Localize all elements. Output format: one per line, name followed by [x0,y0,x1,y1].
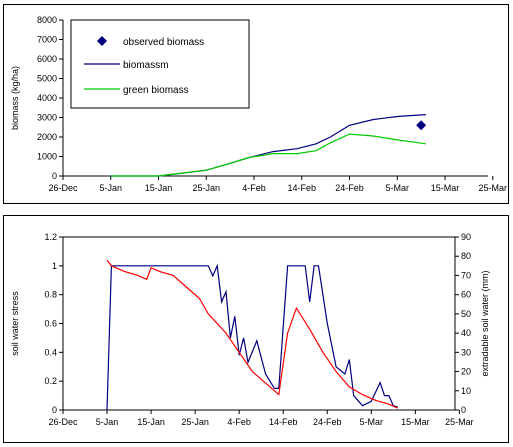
y-right-tick-label: 70 [461,270,471,280]
x-tick-label: 25-Jan [181,417,209,427]
biomassm-line [110,114,426,177]
x-tick-label: 26-Dec [48,183,78,193]
legend-label: observed biomass [123,37,204,48]
x-tick-label: 15-Mar [401,417,430,427]
plot-frame [62,236,456,411]
legend-marker [97,36,107,46]
x-tick-label: 15-Jan [137,417,165,427]
y-tick-label: 0.4 [44,347,57,357]
soil-water-chart-panel: 0 0.2 0.4 0.6 0.8 1 1.2 0 10 20 30 40 50 60 70 80 90 26-D… [3,215,509,443]
observed-biomass-point [416,120,427,131]
x-tick-label: 25-Mar [479,183,508,193]
y-axis-label: biomass (kg/ha) [10,66,20,130]
y-tick-label: 0 [52,405,57,415]
x-tick-label: 14-Feb [269,417,298,427]
x-tick-label: 25-Jan [192,183,220,193]
x-tick-label: 5-Mar [360,417,384,427]
y-tick-label: 0.2 [44,376,57,386]
green-biomass-line [110,133,426,177]
y-tick-label: 8000 [37,15,57,25]
x-tick-label: 24-Feb [335,183,364,193]
x-tick-label: 4-Feb [242,183,266,193]
x-tick-label: 5-Jan [96,417,119,427]
x-tick-label: 14-Feb [287,183,316,193]
y-right-tick-label: 10 [461,386,471,396]
soil-water-chart: 0 0.2 0.4 0.6 0.8 1 1.2 0 10 20 30 40 50 60 70 80 90 26-D… [10,232,490,427]
x-tick-label: 15-Mar [431,183,460,193]
x-tick-label: 4-Feb [227,417,251,427]
y-tick-label: 5000 [37,74,57,84]
y-tick-label: 1.2 [44,232,57,242]
y-tick-label: 7000 [37,35,57,45]
y-tick-label: 4000 [37,93,57,103]
x-tick-label: 24-Feb [313,417,342,427]
x-tick-label: 5-Jan [99,183,122,193]
y-tick-label: 0 [52,171,57,181]
y-tick-label: 2000 [37,132,57,142]
y-right-tick-label: 90 [461,232,471,242]
y-tick-label: 0.8 [44,290,57,300]
y-right-tick-label: 0 [461,405,466,415]
x-tick-label: 15-Jan [145,183,173,193]
y-right-tick-label: 50 [461,309,471,319]
extractable-soil-water-line [106,259,398,409]
biomass-chart: 0 1000 2000 3000 4000 5000 6000 7000 8000 26-Dec 5… [10,15,508,193]
y-right-tick-label: 20 [461,367,471,377]
x-tick-label: 5-Mar [386,183,410,193]
x-tick-label: 26-Dec [48,417,78,427]
legend-label: green biomass [123,85,189,96]
y-right-axis-label: extradable soil water (mm) [480,270,490,376]
biomass-chart-panel: 0 1000 2000 3000 4000 5000 6000 7000 8000 26-Dec 5… [3,4,509,204]
y-axis-label: soil water stress [10,291,20,356]
y-tick-label: 3000 [37,113,57,123]
y-right-tick-label: 80 [461,251,471,261]
y-tick-label: 1000 [37,152,57,162]
y-tick-label: 1 [52,261,57,271]
x-tick-label: 25-Mar [445,417,474,427]
y-right-tick-label: 60 [461,290,471,300]
y-right-tick-label: 30 [461,347,471,357]
y-tick-label: 0.6 [44,319,57,329]
y-right-tick-label: 40 [461,328,471,338]
soil-water-stress-line [106,263,398,411]
y-tick-label: 6000 [37,54,57,64]
legend-label: biomassm [123,60,169,71]
